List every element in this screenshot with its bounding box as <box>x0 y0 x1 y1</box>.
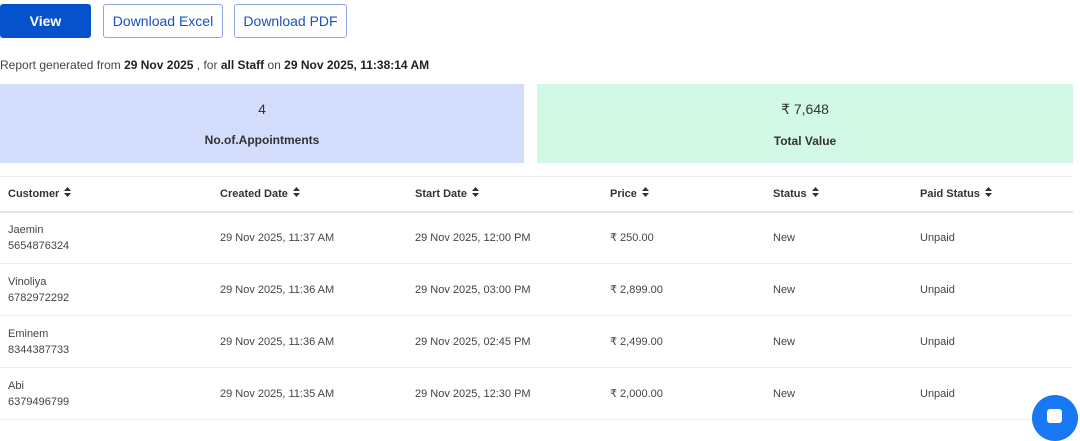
status: New <box>765 315 912 368</box>
status: New <box>765 211 912 264</box>
generated-time: 29 Nov 2025, 11:38:14 AM <box>284 58 430 72</box>
start-date: 29 Nov 2025, 12:30 PM <box>407 367 602 420</box>
header-label: Created Date <box>220 188 288 201</box>
total-value: ₹ 7,648 <box>781 101 829 117</box>
appointments-count: 4 <box>258 101 266 117</box>
info-text: Report generated from <box>0 58 125 72</box>
staff-filter: all Staff <box>220 58 265 72</box>
customer-cell: Jaemin 5654876324 <box>0 211 212 264</box>
paid-status: Unpaid <box>912 211 1073 264</box>
sort-icon[interactable] <box>811 187 819 199</box>
created-date: 29 Nov 2025, 11:37 AM <box>212 211 407 264</box>
price: ₹ 2,499.00 <box>602 315 765 368</box>
column-header-created-date[interactable]: Created Date <box>212 176 407 213</box>
customer-phone: 5654876324 <box>8 239 70 252</box>
sort-icon[interactable] <box>641 187 649 199</box>
header-label: Customer <box>8 188 60 201</box>
status: New <box>765 263 912 316</box>
view-button[interactable]: View <box>0 4 91 38</box>
report-info: Report generated from 29 Nov 2025 , for … <box>0 58 429 72</box>
chat-widget-button[interactable] <box>1032 395 1078 441</box>
column-header-paid-status[interactable]: Paid Status <box>912 176 1073 213</box>
start-date: 29 Nov 2025, 02:45 PM <box>407 315 602 368</box>
created-date: 29 Nov 2025, 11:35 AM <box>212 367 407 420</box>
header-label: Price <box>610 188 637 201</box>
sort-icon[interactable] <box>64 187 72 199</box>
customer-name: Eminem <box>8 327 49 340</box>
from-date: 29 Nov 2025 <box>124 58 194 72</box>
column-header-price[interactable]: Price <box>602 176 765 213</box>
created-date: 29 Nov 2025, 11:36 AM <box>212 263 407 316</box>
customer-cell: Abi 6379496799 <box>0 367 212 420</box>
appointments-label: No.of.Appointments <box>204 133 320 147</box>
created-date: 29 Nov 2025, 11:36 AM <box>212 315 407 368</box>
customer-phone: 6782972292 <box>8 291 70 304</box>
price: ₹ 250.00 <box>602 211 765 264</box>
sort-icon[interactable] <box>471 187 479 199</box>
paid-status: Unpaid <box>912 263 1073 316</box>
customer-cell: Eminem 8344387733 <box>0 315 212 368</box>
price: ₹ 2,000.00 <box>602 367 765 420</box>
customer-name: Vinoliya <box>8 275 47 288</box>
table-row[interactable]: Vinoliya 6782972292 29 Nov 2025, 11:36 AM… <box>0 263 1073 316</box>
column-header-start-date[interactable]: Start Date <box>407 176 602 213</box>
header-label: Status <box>773 188 807 201</box>
sort-icon[interactable] <box>984 187 992 199</box>
total-value-label: Total Value <box>773 134 837 148</box>
table-row[interactable]: Eminem 8344387733 29 Nov 2025, 11:36 AM 2… <box>0 315 1073 368</box>
price: ₹ 2,899.00 <box>602 263 765 316</box>
status: New <box>765 367 912 420</box>
customer-name: Abi <box>8 379 24 392</box>
download-pdf-button[interactable]: Download PDF <box>234 4 347 38</box>
appointments-table: Customer Created Date Start Date Price Statu… <box>0 176 1073 420</box>
customer-phone: 8344387733 <box>8 343 70 356</box>
sort-icon[interactable] <box>292 187 300 199</box>
paid-status: Unpaid <box>912 315 1073 368</box>
column-header-customer[interactable]: Customer <box>0 176 212 213</box>
download-excel-button[interactable]: Download Excel <box>103 4 223 38</box>
customer-cell: Vinoliya 6782972292 <box>0 263 212 316</box>
header-label: Start Date <box>415 188 467 201</box>
start-date: 29 Nov 2025, 03:00 PM <box>407 263 602 316</box>
table-row[interactable]: Jaemin 5654876324 29 Nov 2025, 11:37 AM 2… <box>0 211 1073 264</box>
table-row[interactable]: Abi 6379496799 29 Nov 2025, 11:35 AM 29 N… <box>0 367 1073 420</box>
info-text: on <box>264 58 285 72</box>
header-label: Paid Status <box>920 188 980 201</box>
start-date: 29 Nov 2025, 12:00 PM <box>407 211 602 264</box>
info-text: , for <box>193 58 221 72</box>
customer-phone: 6379496799 <box>8 395 70 408</box>
customer-name: Jaemin <box>8 223 44 236</box>
total-value-card: ₹ 7,648 Total Value <box>537 84 1073 163</box>
appointments-card: 4 No.of.Appointments <box>0 84 524 163</box>
column-header-status[interactable]: Status <box>765 176 912 213</box>
